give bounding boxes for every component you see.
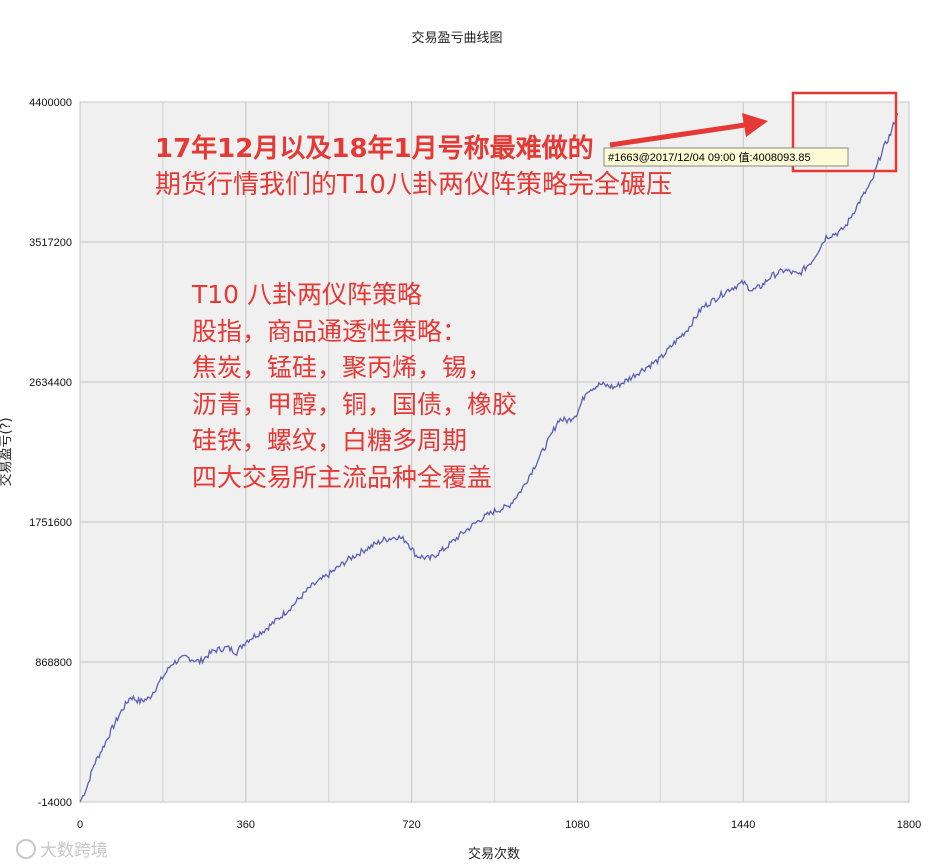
y-tick-label: 4400000 — [29, 97, 72, 109]
data-tooltip: #1663@2017/12/04 09:00 值:4008093.85 — [603, 147, 849, 167]
x-tick-label: 0 — [77, 819, 83, 831]
x-axis-ticks: 0 360 720 1080 1440 1800 — [77, 819, 921, 831]
y-tick-label: -14000 — [38, 797, 72, 809]
y-axis-label: 交易盈亏(?) — [0, 417, 14, 486]
x-tick-label: 360 — [237, 819, 255, 831]
x-tick-label: 720 — [402, 819, 420, 831]
y-tick-label: 2634400 — [29, 377, 72, 389]
annotation-middle-line: 四大交易所主流品种全覆盖 — [192, 463, 492, 492]
annotation-middle-line: 焦炭，锰硅，聚丙烯，锡， — [192, 353, 492, 382]
watermark-logo-icon — [16, 839, 36, 859]
annotation-middle-line: 硅铁，螺纹，白糖多周期 — [192, 426, 467, 455]
watermark: 大数跨境 — [16, 839, 108, 861]
annotation-middle-line: 沥青，甲醇，铜，国债，橡胶 — [192, 390, 517, 419]
annotation-top-line: 期货行情我们的T10八卦两仪阵策略完全碾压 — [155, 170, 672, 200]
annotation-middle: T10 八卦两仪阵策略 股指，商品通透性策略： 焦炭，锰硅，聚丙烯，锡， 沥青，… — [191, 280, 517, 492]
tooltip-text: #1663@2017/12/04 09:00 值:4008093.85 — [608, 151, 811, 164]
highlight-box — [791, 91, 898, 173]
watermark-text: 大数跨境 — [40, 841, 108, 861]
annotation-middle-line: T10 八卦两仪阵策略 — [191, 280, 422, 309]
x-tick-label: 1080 — [565, 819, 589, 831]
y-tick-label: 3517200 — [29, 237, 72, 249]
grid-lines — [79, 101, 910, 803]
series-line — [79, 112, 899, 803]
y-tick-label: 1751600 — [29, 517, 72, 529]
chart-title: 交易盈亏曲线图 — [411, 30, 502, 46]
x-axis-label: 交易次数 — [468, 846, 520, 862]
y-tick-label: 868800 — [35, 657, 72, 669]
y-axis-ticks: -14000 868800 1751600 2634400 3517200 4400000 — [29, 97, 72, 809]
annotation-top-line: 17年12月以及18年1月号称最难做的 — [155, 133, 594, 164]
annotation-middle-line: 股指，商品通透性策略： — [192, 317, 467, 346]
annotation-top: 17年12月以及18年1月号称最难做的 期货行情我们的T10八卦两仪阵策略完全碾… — [155, 133, 672, 200]
arrow-annotation — [609, 113, 768, 148]
x-tick-label: 1800 — [897, 819, 921, 831]
x-tick-label: 1440 — [731, 819, 755, 831]
